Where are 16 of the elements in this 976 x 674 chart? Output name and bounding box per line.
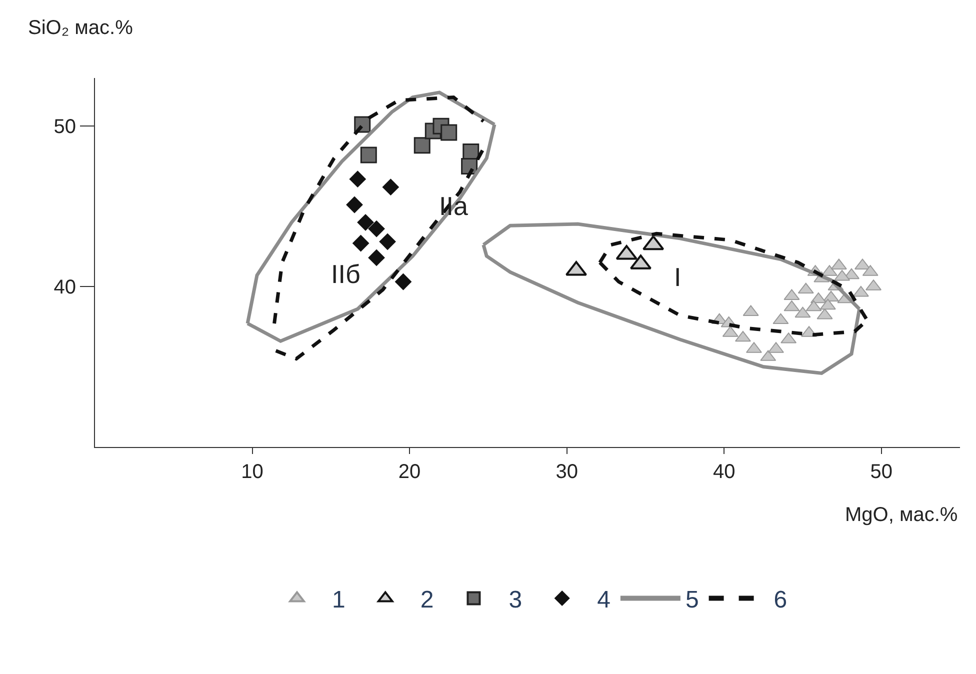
legend-label: 1	[332, 586, 346, 614]
legend-label: 4	[597, 586, 610, 614]
legend-label: 6	[774, 586, 788, 614]
annotation: IIб	[331, 259, 360, 289]
x-tick-label: 40	[712, 461, 736, 483]
legend-label: 3	[508, 586, 522, 614]
x-tick-label: 10	[241, 461, 264, 483]
legend-label: 2	[420, 586, 434, 614]
legend-label: 5	[685, 586, 699, 614]
x-axis-title: MgO, мас.%	[845, 504, 958, 526]
x-tick-label: 30	[556, 461, 578, 483]
annotation: IIa	[439, 191, 468, 221]
x-tick-label: 20	[398, 461, 421, 483]
x-tick-label: 50	[870, 461, 892, 483]
annotation: I	[674, 262, 682, 292]
y-axis-title: SiO₂ мас.%	[28, 17, 134, 39]
